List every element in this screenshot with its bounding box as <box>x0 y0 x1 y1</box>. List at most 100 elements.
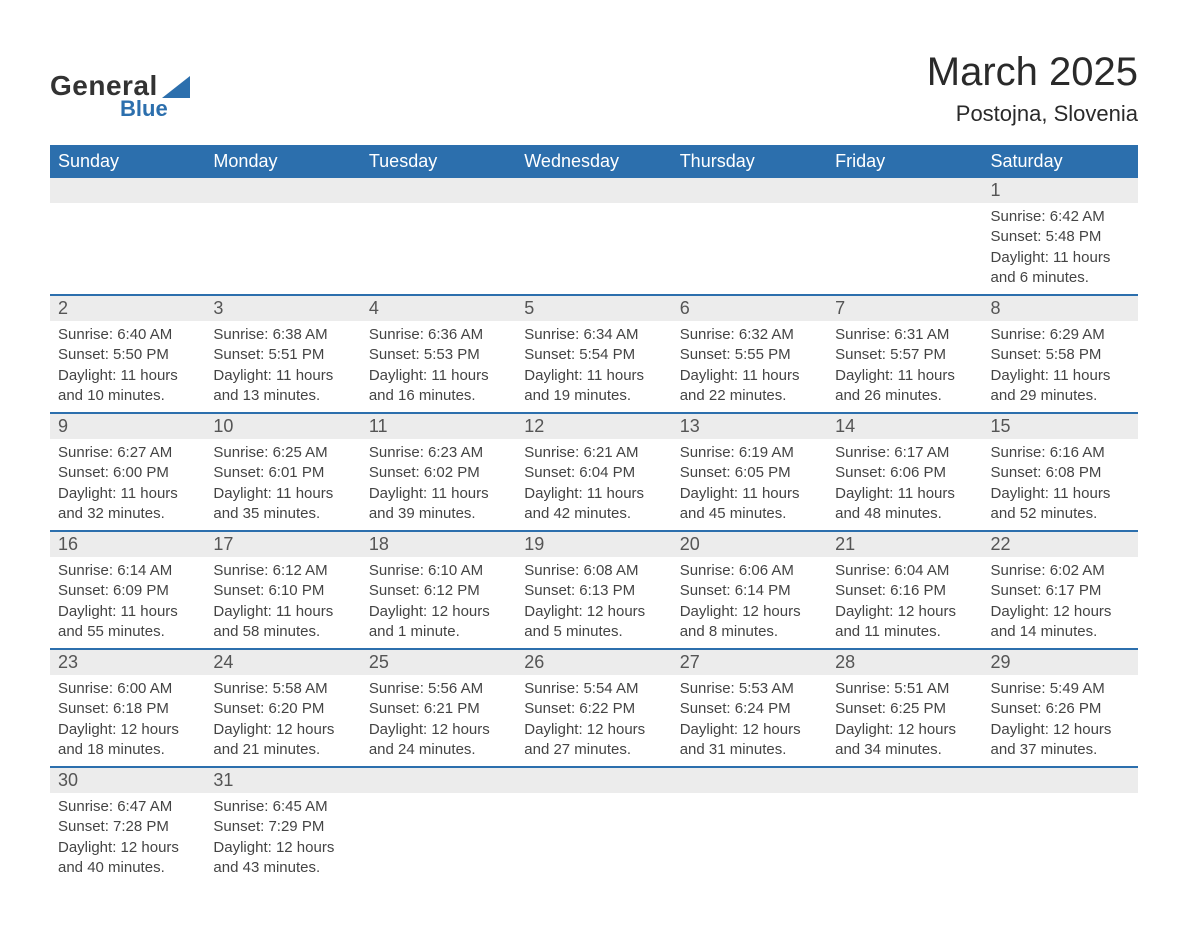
day-info: Sunrise: 5:54 AMSunset: 6:22 PMDaylight:… <box>516 675 671 766</box>
calendar-day: 14Sunrise: 6:17 AMSunset: 6:06 PMDayligh… <box>827 413 982 531</box>
calendar-day: 28Sunrise: 5:51 AMSunset: 6:25 PMDayligh… <box>827 649 982 767</box>
daylight-text: Daylight: 11 hours and 55 minutes. <box>58 602 197 643</box>
sunrise-text: Sunrise: 6:34 AM <box>524 325 663 345</box>
daylight-text: Daylight: 12 hours and 5 minutes. <box>524 602 663 643</box>
sunrise-text: Sunrise: 6:08 AM <box>524 561 663 581</box>
title-block: March 2025 Postojna, Slovenia <box>927 50 1138 127</box>
daylight-text: Daylight: 11 hours and 10 minutes. <box>58 366 197 407</box>
day-number: 18 <box>361 532 516 557</box>
daylight-text: Daylight: 12 hours and 11 minutes. <box>835 602 974 643</box>
sunrise-text: Sunrise: 6:29 AM <box>991 325 1130 345</box>
daylight-text: Daylight: 11 hours and 26 minutes. <box>835 366 974 407</box>
sunset-text: Sunset: 6:25 PM <box>835 699 974 719</box>
sunrise-text: Sunrise: 6:14 AM <box>58 561 197 581</box>
day-info: Sunrise: 6:04 AMSunset: 6:16 PMDaylight:… <box>827 557 982 648</box>
calendar-day: 23Sunrise: 6:00 AMSunset: 6:18 PMDayligh… <box>50 649 205 767</box>
day-number: 19 <box>516 532 671 557</box>
day-info: Sunrise: 6:17 AMSunset: 6:06 PMDaylight:… <box>827 439 982 530</box>
day-number: 27 <box>672 650 827 675</box>
calendar-day-empty <box>827 767 982 884</box>
sunset-text: Sunset: 6:26 PM <box>991 699 1130 719</box>
day-number <box>361 768 516 793</box>
sunset-text: Sunset: 6:18 PM <box>58 699 197 719</box>
day-info: Sunrise: 6:40 AMSunset: 5:50 PMDaylight:… <box>50 321 205 412</box>
sunrise-text: Sunrise: 5:51 AM <box>835 679 974 699</box>
sunset-text: Sunset: 6:02 PM <box>369 463 508 483</box>
calendar-day-empty <box>983 767 1138 884</box>
day-number: 1 <box>983 178 1138 203</box>
calendar-week: 23Sunrise: 6:00 AMSunset: 6:18 PMDayligh… <box>50 649 1138 767</box>
day-info: Sunrise: 6:12 AMSunset: 6:10 PMDaylight:… <box>205 557 360 648</box>
day-number: 13 <box>672 414 827 439</box>
day-number: 7 <box>827 296 982 321</box>
sunset-text: Sunset: 5:58 PM <box>991 345 1130 365</box>
day-number <box>672 178 827 203</box>
calendar-day: 5Sunrise: 6:34 AMSunset: 5:54 PMDaylight… <box>516 295 671 413</box>
daylight-text: Daylight: 12 hours and 21 minutes. <box>213 720 352 761</box>
daylight-text: Daylight: 12 hours and 1 minute. <box>369 602 508 643</box>
day-number <box>516 178 671 203</box>
day-number: 5 <box>516 296 671 321</box>
sunrise-text: Sunrise: 6:02 AM <box>991 561 1130 581</box>
day-info <box>205 203 360 283</box>
sunrise-text: Sunrise: 6:00 AM <box>58 679 197 699</box>
calendar-day: 1Sunrise: 6:42 AMSunset: 5:48 PMDaylight… <box>983 178 1138 295</box>
calendar-day-empty <box>516 178 671 295</box>
day-number <box>361 178 516 203</box>
daylight-text: Daylight: 11 hours and 22 minutes. <box>680 366 819 407</box>
daylight-text: Daylight: 12 hours and 8 minutes. <box>680 602 819 643</box>
sunrise-text: Sunrise: 6:38 AM <box>213 325 352 345</box>
sunset-text: Sunset: 6:09 PM <box>58 581 197 601</box>
day-number <box>983 768 1138 793</box>
day-info: Sunrise: 6:27 AMSunset: 6:00 PMDaylight:… <box>50 439 205 530</box>
day-number: 9 <box>50 414 205 439</box>
calendar-day: 19 Sunrise: 6:08 AMSunset: 6:13 PMDayligh… <box>516 531 671 649</box>
sunset-text: Sunset: 6:14 PM <box>680 581 819 601</box>
day-info: Sunrise: 6:02 AMSunset: 6:17 PMDaylight:… <box>983 557 1138 648</box>
day-header: Tuesday <box>361 145 516 178</box>
day-info: Sunrise: 5:49 AMSunset: 6:26 PMDaylight:… <box>983 675 1138 766</box>
sunrise-text: Sunrise: 6:31 AM <box>835 325 974 345</box>
sunset-text: Sunset: 5:54 PM <box>524 345 663 365</box>
day-info: Sunrise: 6:36 AMSunset: 5:53 PMDaylight:… <box>361 321 516 412</box>
day-header-row: SundayMondayTuesdayWednesdayThursdayFrid… <box>50 145 1138 178</box>
calendar-day-empty <box>50 178 205 295</box>
sunset-text: Sunset: 6:05 PM <box>680 463 819 483</box>
daylight-text: Daylight: 11 hours and 52 minutes. <box>991 484 1130 525</box>
day-info: Sunrise: 6:06 AMSunset: 6:14 PMDaylight:… <box>672 557 827 648</box>
sunrise-text: Sunrise: 6:10 AM <box>369 561 508 581</box>
day-header: Friday <box>827 145 982 178</box>
day-number: 20 <box>672 532 827 557</box>
day-number: 12 <box>516 414 671 439</box>
calendar-day: 4Sunrise: 6:36 AMSunset: 5:53 PMDaylight… <box>361 295 516 413</box>
title-month: March 2025 <box>927 50 1138 95</box>
sunrise-text: Sunrise: 6:32 AM <box>680 325 819 345</box>
calendar-day-empty <box>361 178 516 295</box>
day-info: Sunrise: 5:53 AMSunset: 6:24 PMDaylight:… <box>672 675 827 766</box>
day-info <box>827 793 982 873</box>
sunrise-text: Sunrise: 6:17 AM <box>835 443 974 463</box>
sunrise-text: Sunrise: 6:40 AM <box>58 325 197 345</box>
daylight-text: Daylight: 11 hours and 58 minutes. <box>213 602 352 643</box>
daylight-text: Daylight: 11 hours and 6 minutes. <box>991 248 1130 289</box>
day-info: Sunrise: 6:29 AMSunset: 5:58 PMDaylight:… <box>983 321 1138 412</box>
day-number: 2 <box>50 296 205 321</box>
daylight-text: Daylight: 11 hours and 35 minutes. <box>213 484 352 525</box>
calendar-day-empty <box>205 178 360 295</box>
sunrise-text: Sunrise: 6:36 AM <box>369 325 508 345</box>
sunset-text: Sunset: 6:13 PM <box>524 581 663 601</box>
sunset-text: Sunset: 6:08 PM <box>991 463 1130 483</box>
page-header: General Blue March 2025 Postojna, Sloven… <box>50 50 1138 127</box>
calendar-day: 7Sunrise: 6:31 AMSunset: 5:57 PMDaylight… <box>827 295 982 413</box>
sunset-text: Sunset: 6:16 PM <box>835 581 974 601</box>
day-header: Saturday <box>983 145 1138 178</box>
sunset-text: Sunset: 7:28 PM <box>58 817 197 837</box>
day-info: Sunrise: 5:51 AMSunset: 6:25 PMDaylight:… <box>827 675 982 766</box>
day-info: Sunrise: 6:34 AMSunset: 5:54 PMDaylight:… <box>516 321 671 412</box>
day-info <box>516 793 671 873</box>
day-info <box>983 793 1138 873</box>
day-number <box>672 768 827 793</box>
sunrise-text: Sunrise: 6:47 AM <box>58 797 197 817</box>
day-header: Thursday <box>672 145 827 178</box>
sunset-text: Sunset: 6:21 PM <box>369 699 508 719</box>
